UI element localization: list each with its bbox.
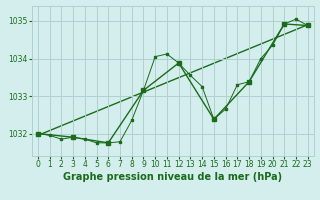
X-axis label: Graphe pression niveau de la mer (hPa): Graphe pression niveau de la mer (hPa) bbox=[63, 172, 282, 182]
